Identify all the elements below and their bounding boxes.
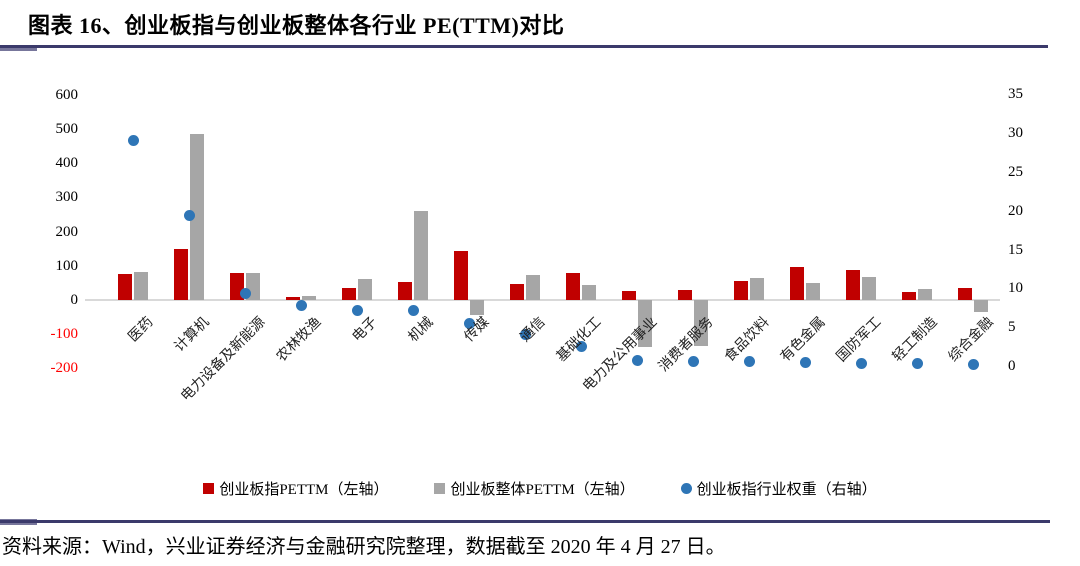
bar-chinext-index-pe — [174, 248, 188, 300]
bar-chinext-index-pe — [454, 251, 468, 300]
right-axis-tick: 30 — [1008, 125, 1023, 142]
dot-industry-weight — [855, 358, 867, 370]
figure-title: 图表 16、创业板指与创业板整体各行业 PE(TTM)对比 — [28, 13, 565, 38]
left-axis-tick: -200 — [50, 360, 79, 377]
dot-industry-weight — [911, 358, 923, 370]
bar-chinext-overall-pe — [358, 278, 372, 300]
blue-circle-icon — [680, 483, 692, 494]
bar-chinext-index-pe — [622, 291, 636, 300]
bar-chinext-overall-pe — [862, 276, 876, 300]
category-label: 电子 — [350, 314, 381, 346]
bar-chinext-overall-pe — [302, 295, 316, 300]
data-source-note: 资料来源：Wind，兴业证券经济与金融研究院整理，数据截至 2020 年 4 月… — [2, 536, 726, 558]
legend-label: 创业板指PETTM（左轴） — [219, 482, 389, 498]
dot-industry-weight — [463, 317, 475, 329]
category-label: 计算机 — [172, 314, 213, 356]
bar-chinext-overall-pe — [750, 277, 764, 300]
title-rule-tab — [0, 45, 37, 51]
category-label: 农林牧渔 — [274, 314, 325, 366]
right-axis-tick: 0 — [1008, 358, 1016, 374]
dot-industry-weight — [967, 358, 979, 370]
right-axis-tick: 20 — [1008, 202, 1023, 219]
left-axis-tick: 300 — [55, 189, 79, 206]
bar-chinext-overall-pe — [694, 300, 708, 347]
bar-chinext-index-pe — [678, 290, 692, 300]
left-axis-tick: 400 — [55, 155, 79, 172]
dot-industry-weight — [687, 355, 699, 367]
category-label: 医药 — [126, 314, 157, 346]
right-axis-tick: 15 — [1008, 241, 1023, 258]
legend-label: 创业板整体PETTM（左轴） — [450, 482, 635, 498]
gray-square-icon — [434, 483, 446, 494]
dot-industry-weight — [295, 299, 307, 311]
legend-item-industry-weight: 创业板指行业权重（右轴） — [680, 478, 877, 499]
bar-chinext-overall-pe — [414, 211, 428, 300]
category-label: 基础化工 — [554, 314, 605, 366]
bar-chinext-index-pe — [118, 274, 132, 300]
dot-industry-weight — [799, 357, 811, 369]
left-axis-tick: -100 — [50, 326, 79, 343]
pe-ttm-comparison-chart: 600 500 400 300 200 100 0 -100 -200 35 30 25 20 15 10… — [0, 60, 1080, 515]
category-label: 机械 — [406, 314, 437, 346]
right-axis-tick: 5 — [1008, 319, 1016, 336]
bar-chinext-index-pe — [902, 291, 916, 300]
bar-chinext-index-pe — [342, 288, 356, 300]
dot-industry-weight — [743, 355, 755, 367]
category-label: 通信 — [518, 314, 549, 346]
left-axis-tick: 500 — [55, 121, 79, 138]
left-axis-tick: 200 — [55, 223, 79, 240]
bar-chinext-index-pe — [510, 283, 524, 300]
bar-chinext-overall-pe — [638, 300, 652, 348]
legend-label: 创业板指行业权重（右轴） — [696, 482, 877, 498]
bar-chinext-overall-pe — [470, 300, 484, 315]
right-axis-tick: 10 — [1008, 280, 1023, 297]
dot-industry-weight — [127, 134, 139, 146]
right-axis-tick: 35 — [1008, 86, 1023, 103]
bar-chinext-index-pe — [734, 280, 748, 300]
bar-chinext-overall-pe — [918, 289, 932, 300]
dot-industry-weight — [631, 355, 643, 367]
category-label: 综合金融 — [946, 314, 997, 366]
dot-industry-weight — [575, 341, 587, 353]
bar-chinext-index-pe — [790, 267, 804, 300]
dot-industry-weight — [407, 304, 419, 316]
right-axis-tick: 25 — [1008, 163, 1023, 180]
bar-chinext-overall-pe — [974, 300, 988, 313]
left-axis-tick: 600 — [55, 86, 79, 103]
left-axis-tick: 0 — [70, 292, 79, 308]
dot-industry-weight — [183, 209, 195, 221]
title-rule — [0, 45, 1048, 48]
source-rule — [0, 520, 1050, 523]
legend-item-overall-pe: 创业板整体PETTM（左轴） — [434, 478, 635, 499]
bar-chinext-index-pe — [566, 273, 580, 300]
bar-chinext-overall-pe — [134, 271, 148, 300]
zero-baseline — [85, 299, 1000, 301]
dot-industry-weight — [351, 304, 363, 316]
dot-industry-weight — [239, 287, 251, 299]
bar-chinext-index-pe — [398, 282, 412, 300]
bar-chinext-index-pe — [286, 296, 300, 300]
bar-chinext-overall-pe — [582, 284, 596, 300]
legend-item-index-pe: 创业板指PETTM（左轴） — [203, 478, 388, 499]
bar-chinext-index-pe — [958, 288, 972, 300]
red-square-icon — [203, 483, 215, 494]
dot-industry-weight — [519, 328, 531, 340]
left-axis-tick: 100 — [55, 257, 79, 274]
bar-chinext-index-pe — [846, 270, 860, 300]
bar-chinext-overall-pe — [190, 134, 204, 300]
legend: 创业板指PETTM（左轴） 创业板整体PETTM（左轴） 创业板指行业权重（右轴… — [0, 478, 1080, 499]
category-label: 传媒 — [462, 314, 493, 346]
bar-chinext-overall-pe — [526, 275, 540, 300]
bar-chinext-overall-pe — [806, 283, 820, 300]
